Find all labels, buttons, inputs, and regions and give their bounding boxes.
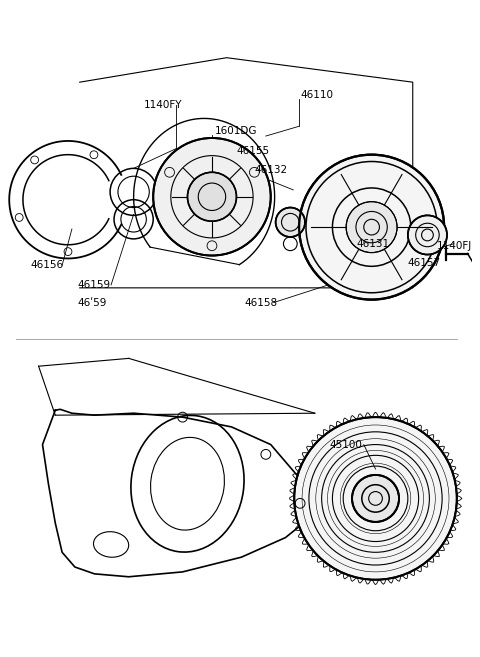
Text: 1140FY: 1140FY — [144, 100, 182, 110]
Circle shape — [299, 154, 444, 300]
Circle shape — [188, 172, 237, 221]
Text: 1601DG: 1601DG — [215, 126, 257, 136]
Text: 46110: 46110 — [300, 90, 333, 100]
Text: 46155: 46155 — [237, 146, 270, 156]
Text: 46156: 46156 — [31, 260, 64, 270]
Circle shape — [294, 417, 457, 579]
Text: 45100: 45100 — [329, 440, 362, 449]
Circle shape — [352, 475, 399, 522]
Circle shape — [408, 215, 447, 254]
Text: 46131: 46131 — [356, 238, 389, 249]
Text: 1140FJ: 1140FJ — [437, 240, 472, 251]
Text: 46159: 46159 — [78, 280, 111, 290]
Circle shape — [346, 202, 397, 252]
Text: 46132: 46132 — [254, 166, 287, 175]
Circle shape — [153, 138, 271, 256]
Circle shape — [276, 208, 305, 237]
Text: 46158: 46158 — [244, 298, 277, 307]
Text: 46ʹ59: 46ʹ59 — [78, 298, 107, 307]
Text: 46157: 46157 — [408, 258, 441, 268]
